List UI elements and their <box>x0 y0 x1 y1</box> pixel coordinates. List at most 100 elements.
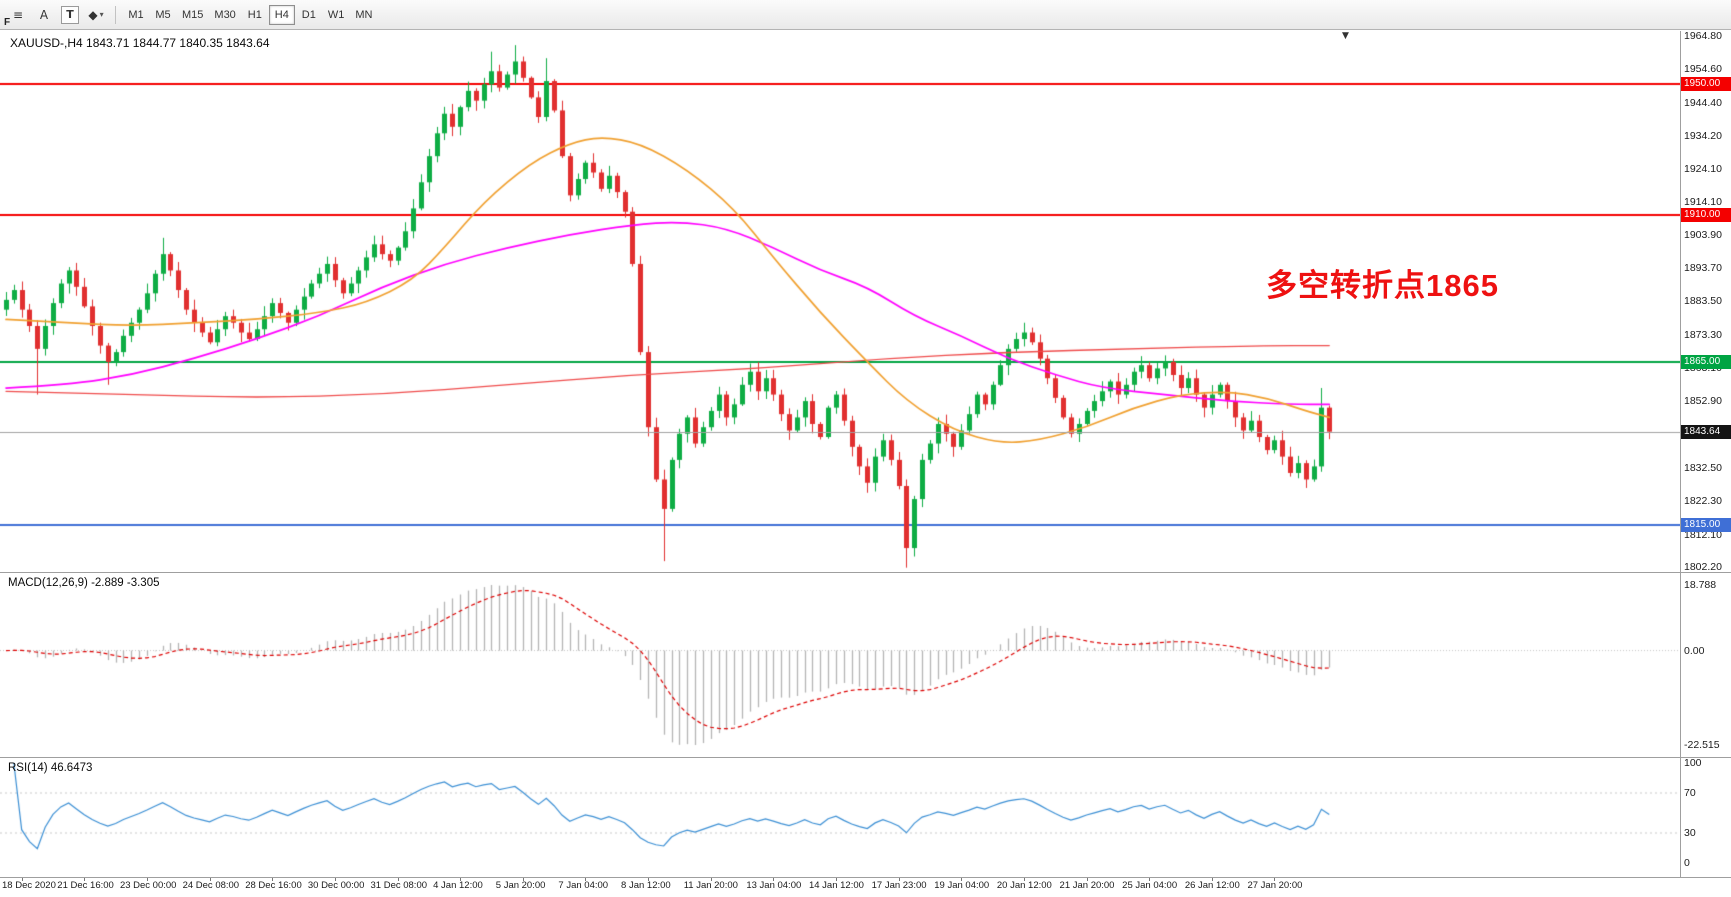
time-axis-label: 25 Jan 04:00 <box>1122 880 1178 891</box>
timeframe-d1-button[interactable]: D1 <box>296 5 322 25</box>
toolbar-tools: ≡ A T ◆ ▾ <box>6 4 108 26</box>
macd-indicator-canvas[interactable] <box>0 573 1680 757</box>
dropdown-arrow-icon: ▾ <box>99 10 104 19</box>
time-axis-tick <box>1024 877 1025 881</box>
time-axis-tick <box>1274 877 1275 881</box>
time-axis-tick <box>210 877 211 881</box>
price-line-tag: 1865.00 <box>1681 354 1731 369</box>
time-axis-label: 19 Jan 04:00 <box>934 880 990 891</box>
timeframe-m30-button[interactable]: M30 <box>209 5 240 25</box>
time-axis-tick <box>84 877 85 881</box>
rsi-indicator-canvas[interactable] <box>0 758 1680 877</box>
timeframe-h4-button[interactable]: H4 <box>268 4 295 25</box>
time-axis-label: 11 Jan 20:00 <box>683 880 738 891</box>
timeframe-m1-button[interactable]: M1 <box>123 5 149 25</box>
time-axis-label: 21 Dec 16:00 <box>57 880 114 891</box>
time-axis-tick <box>1212 877 1213 881</box>
time-axis-label: 17 Jan 23:00 <box>871 880 927 891</box>
bid-price-tag: 1843.64 <box>1681 424 1731 439</box>
price-axis-label: 1852.90 <box>1684 395 1722 408</box>
time-axis-tick <box>836 877 837 881</box>
time-axis-tick <box>22 877 23 881</box>
price-axis-label: 1873.30 <box>1684 328 1722 341</box>
macd-axis-label: 18.788 <box>1684 579 1717 591</box>
time-axis-label: 23 Dec 00:00 <box>119 880 177 891</box>
rsi-label: RSI(14) 46.6473 <box>8 762 93 774</box>
time-axis-tick <box>1149 877 1150 881</box>
time-axis-tick <box>272 877 273 881</box>
text-tool-icon[interactable]: T <box>61 5 79 24</box>
time-axis-label: 18 Dec 2020 <box>2 880 56 891</box>
rsi-axis-label: 100 <box>1684 757 1702 769</box>
time-axis-label: 4 Jan 12:00 <box>433 880 483 891</box>
panel-separator[interactable] <box>0 757 1731 758</box>
macd-axis-label: -22.515 <box>1684 739 1720 751</box>
price-line-tag: 1950.00 <box>1681 77 1731 92</box>
time-axis-tick <box>648 877 649 881</box>
timeframe-m15-button[interactable]: M15 <box>177 5 208 25</box>
time-axis-tick <box>460 877 461 881</box>
price-axis-label: 1832.50 <box>1684 462 1722 475</box>
price-axis-label: 1924.10 <box>1684 162 1722 175</box>
time-axis-tick <box>335 877 336 881</box>
toolbar-separator <box>115 5 116 24</box>
rsi-axis-label: 30 <box>1684 827 1696 839</box>
time-axis-label: 24 Dec 08:00 <box>182 880 240 891</box>
timeframe-mn-button[interactable]: MN <box>350 5 377 25</box>
time-axis-label: 26 Jan 12:00 <box>1184 880 1240 891</box>
panel-separator[interactable] <box>0 877 1731 878</box>
time-axis-tick <box>147 877 148 881</box>
timeframe-m5-button[interactable]: M5 <box>150 5 176 25</box>
time-axis-label: 28 Dec 16:00 <box>245 880 302 891</box>
toolbar-corner-letter: F <box>4 17 11 28</box>
toolbar: ≡ A T ◆ ▾ M1 M5 M15 M30 H1 H4 D1 W1 MN <box>0 0 1731 30</box>
panel-separator[interactable] <box>0 572 1731 573</box>
price-axis-label: 1903.90 <box>1684 228 1722 241</box>
time-axis-tick <box>398 877 399 881</box>
timeframe-w1-button[interactable]: W1 <box>323 5 350 25</box>
time-axis-tick <box>773 877 774 881</box>
price-chart-canvas[interactable] <box>0 31 1680 572</box>
price-axis-label: 1954.60 <box>1684 63 1722 76</box>
time-axis-label: 21 Jan 20:00 <box>1059 880 1115 891</box>
time-axis-tick <box>961 877 962 881</box>
shapes-tool-icon[interactable]: ◆ ▾ <box>84 4 108 26</box>
price-axis-label: 1802.20 <box>1684 560 1722 573</box>
price-axis-label: 1944.40 <box>1684 96 1722 109</box>
time-axis-label: 13 Jan 04:00 <box>746 880 802 891</box>
rsi-axis-label: 70 <box>1684 787 1696 799</box>
price-line-tag: 1815.00 <box>1681 518 1731 533</box>
price-axis-label: 1964.80 <box>1684 29 1722 42</box>
chart-annotation: 多空转折点1865 <box>1266 268 1499 303</box>
time-axis-tick <box>585 877 586 881</box>
time-axis-tick <box>711 877 712 881</box>
price-axis-label: 1893.70 <box>1684 262 1722 275</box>
price-axis-label: 1883.50 <box>1684 295 1722 308</box>
timeframe-group: M1 M5 M15 M30 H1 H4 D1 W1 MN <box>123 4 377 25</box>
timeframe-h1-button[interactable]: H1 <box>242 5 268 25</box>
time-axis-tick <box>1087 877 1088 881</box>
chart-shift-marker[interactable]: ▼ <box>1342 31 1349 41</box>
price-axis-border <box>1680 31 1681 877</box>
time-axis-label: 8 Jan 12:00 <box>621 880 671 891</box>
time-axis-label: 5 Jan 20:00 <box>495 880 546 891</box>
time-axis-tick <box>899 877 900 881</box>
price-axis-label: 1822.30 <box>1684 495 1722 508</box>
price-line-tag: 1910.00 <box>1681 207 1731 222</box>
price-axis-label: 1914.10 <box>1684 195 1722 208</box>
time-axis-label: 31 Dec 08:00 <box>370 880 428 891</box>
time-axis-label: 27 Jan 20:00 <box>1247 880 1303 891</box>
time-axis-label: 14 Jan 12:00 <box>808 880 864 891</box>
time-axis-label: 20 Jan 12:00 <box>996 880 1052 891</box>
macd-axis-label: 0.00 <box>1684 644 1705 657</box>
time-axis-label: 30 Dec 00:00 <box>307 880 365 891</box>
cursor-tool-icon[interactable]: A <box>32 4 56 26</box>
time-axis-label: 7 Jan 04:00 <box>558 880 609 891</box>
price-axis-label: 1934.20 <box>1684 129 1722 142</box>
time-axis-tick <box>523 877 524 881</box>
symbol-ohlc-label: XAUUSD-,H4 1843.71 1844.77 1840.35 1843.… <box>10 36 270 50</box>
macd-label: MACD(12,26,9) -2.889 -3.305 <box>8 577 160 589</box>
chart-menu-icon[interactable]: ≡ <box>6 4 30 26</box>
rsi-axis-label: 0 <box>1684 857 1690 869</box>
